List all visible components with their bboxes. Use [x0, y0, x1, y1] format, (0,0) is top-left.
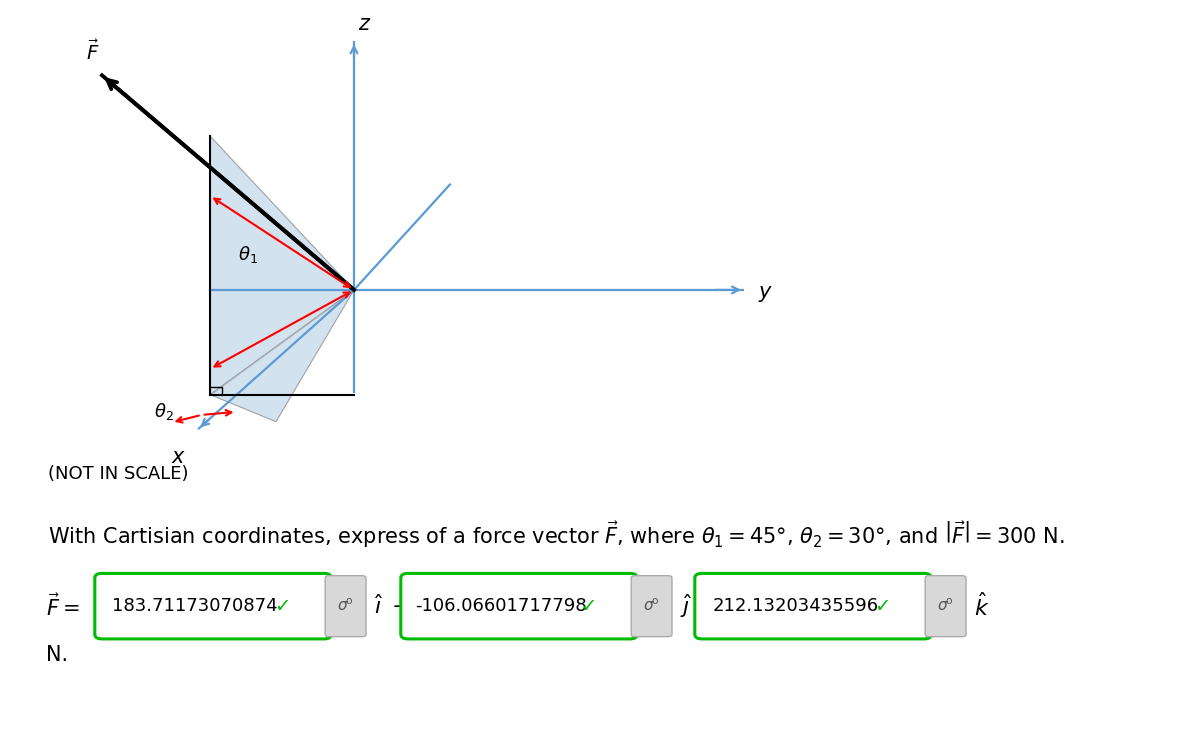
Text: $\vec{F}=$: $\vec{F}=$ [46, 593, 79, 620]
FancyBboxPatch shape [95, 574, 331, 639]
Text: z: z [358, 14, 368, 34]
Text: (NOT IN SCALE): (NOT IN SCALE) [48, 465, 188, 483]
FancyBboxPatch shape [631, 576, 672, 637]
Text: With Cartisian coordinates, express of a force vector $\vec{F}$, where $\theta_1: With Cartisian coordinates, express of a… [48, 520, 1064, 550]
Text: $\hat{k}$: $\hat{k}$ [974, 593, 990, 620]
Text: ✓: ✓ [274, 596, 290, 616]
Text: $\hat{\jmath}\ +$: $\hat{\jmath}\ +$ [680, 593, 719, 620]
Text: y: y [758, 282, 770, 302]
Text: -106.06601717798: -106.06601717798 [415, 597, 587, 615]
FancyBboxPatch shape [695, 574, 931, 639]
Text: $\hat{\imath}\ +$: $\hat{\imath}\ +$ [374, 594, 410, 618]
Polygon shape [210, 290, 354, 422]
Text: 212.13203435596: 212.13203435596 [712, 597, 878, 615]
FancyBboxPatch shape [325, 576, 366, 637]
Text: $\theta_2$: $\theta_2$ [155, 401, 174, 422]
Text: $\sigma^{\!\mathsf{o}}$: $\sigma^{\!\mathsf{o}}$ [337, 598, 354, 614]
Text: $\sigma^{\!\mathsf{o}}$: $\sigma^{\!\mathsf{o}}$ [643, 598, 660, 614]
Text: $\vec{F}$: $\vec{F}$ [85, 40, 100, 64]
Polygon shape [210, 290, 354, 395]
Text: $\theta_1$: $\theta_1$ [238, 244, 258, 265]
Polygon shape [210, 136, 354, 290]
Text: $\sigma^{\!\mathsf{o}}$: $\sigma^{\!\mathsf{o}}$ [937, 598, 954, 614]
Text: 183.71173070874: 183.71173070874 [113, 597, 278, 615]
Text: N.: N. [46, 645, 67, 665]
FancyBboxPatch shape [925, 576, 966, 637]
Text: ✓: ✓ [874, 596, 890, 616]
Text: x: x [172, 447, 184, 468]
Text: ✓: ✓ [580, 596, 596, 616]
FancyBboxPatch shape [401, 574, 637, 639]
